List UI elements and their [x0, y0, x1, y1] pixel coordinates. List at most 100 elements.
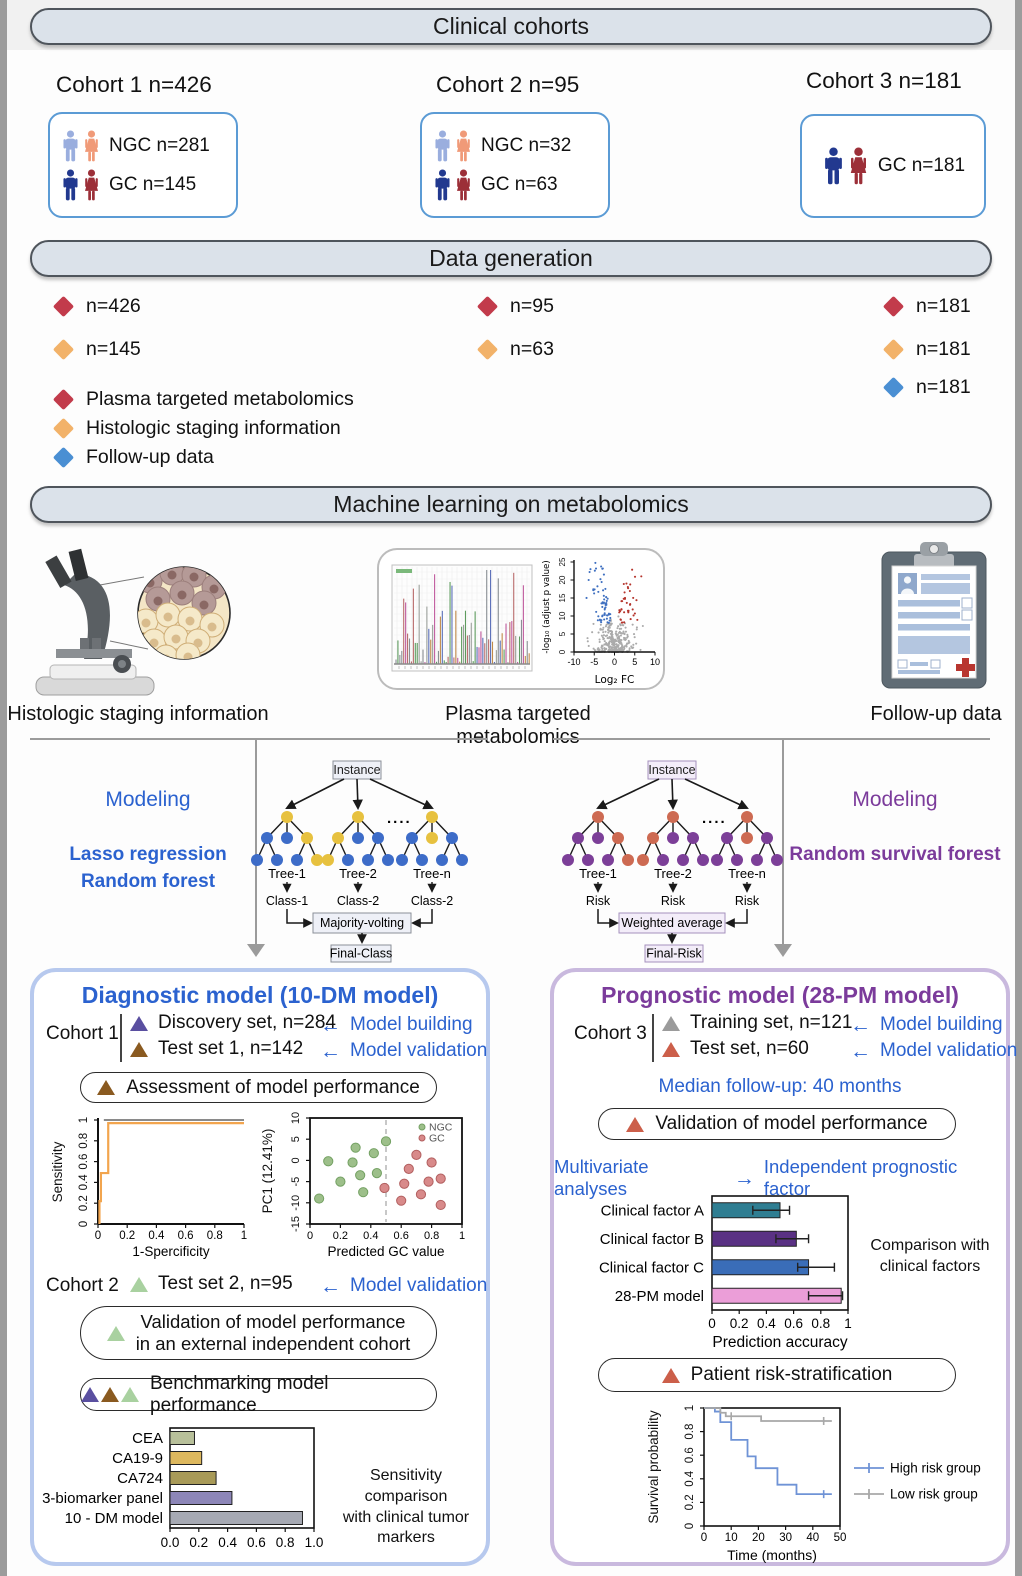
cohort1-title: Cohort 1 n=426 [56, 72, 212, 97]
left-arrow-icon: ← [320, 1013, 341, 1037]
svg-text:15: 15 [558, 593, 567, 602]
test1-triangle-icon [130, 1041, 148, 1057]
clinical-factors-note-line1: Comparison with [870, 1237, 990, 1254]
left-arrow-down-icon [247, 944, 265, 957]
svg-text:Clinical factor C: Clinical factor C [599, 1259, 704, 1276]
banner-clinical-cohorts-label: Clinical cohorts [433, 13, 589, 39]
svg-text:Class-1: Class-1 [266, 894, 308, 908]
volcano-plot: -10 -5 0 5 10 0 5 10 15 20 25 -log₁₀ (adjust p valu… [542, 557, 660, 686]
left-arrow-icon: ← [850, 1039, 871, 1063]
svg-text:Risk: Risk [661, 894, 686, 908]
benchmarking-box: Benchmarking model performance [80, 1373, 437, 1416]
orange-diamond-icon [52, 417, 75, 440]
median-followup-label: Median follow-up: 40 months [658, 1076, 902, 1097]
svg-text:10: 10 [558, 611, 567, 620]
svg-text:Predicted GC value: Predicted GC value [327, 1244, 444, 1259]
training-set-row: Training set, n=121 [662, 1012, 852, 1034]
test3-triangle-icon [626, 1116, 645, 1132]
svg-text:Clinical factor A: Clinical factor A [601, 1202, 704, 1219]
svg-text:-5: -5 [290, 1177, 302, 1187]
external-validation-text: Validation of model performance in an ex… [136, 1311, 411, 1355]
datagen-col1-orange-label: n=145 [86, 338, 141, 360]
svg-text:0.8: 0.8 [811, 1316, 830, 1331]
test2-triangle-icon [106, 1325, 125, 1341]
external-validation-box: Validation of model performance in an ex… [80, 1306, 437, 1360]
gc-woman-icon [81, 169, 102, 201]
svg-text:....: .... [702, 810, 727, 827]
cohort3-title: Cohort 3 n=181 [806, 68, 962, 93]
svg-text:High risk group: High risk group [890, 1461, 981, 1476]
blue-diamond-icon [882, 376, 905, 399]
diagnostic-panel: Diagnostic model (10-DM model) Cohort 1 … [30, 968, 490, 1566]
random-forest-label: Random forest [80, 870, 216, 892]
svg-text:0.2: 0.2 [333, 1230, 348, 1242]
svg-text:20: 20 [752, 1532, 765, 1544]
discovery-set-row: Discovery set, n=284 [130, 1012, 336, 1034]
banner-machine-learning-label: Machine learning on metabolomics [333, 491, 689, 517]
modeling-right-title: Modeling [852, 788, 938, 811]
cohort3-gc-label: GC n=181 [877, 155, 966, 176]
datagen-col3-blue: n=181 [882, 376, 971, 399]
orange-diamond-icon [476, 338, 499, 361]
left-connector-line [255, 738, 257, 946]
datagen-legend-red-label: Plasma targeted metabolomics [86, 388, 354, 410]
model-validation-label2: Model validation [350, 1275, 488, 1296]
svg-text:Risk: Risk [586, 894, 611, 908]
test1-triangle-icon [101, 1387, 119, 1402]
svg-text:25: 25 [558, 557, 567, 566]
svg-text:Tree-1: Tree-1 [268, 866, 306, 881]
model-validation-label-right: Model validation [880, 1040, 1018, 1061]
svg-text:10: 10 [290, 1112, 302, 1124]
cohort2-row-label: Cohort 2 [46, 1275, 119, 1296]
metabolomics-label: Plasma targeted metabolomics [445, 703, 591, 748]
svg-text:Tree-2: Tree-2 [654, 866, 692, 881]
cohort2-ngc-row: NGC n=32 [432, 130, 598, 162]
validation-performance-label: Validation of model performance [655, 1113, 928, 1134]
test-set-label: Test set, n=60 [690, 1038, 809, 1059]
discovery-triangle-icon [81, 1387, 99, 1402]
survival-curve-chart: 0 10 20 30 40 50 0 0.2 0.4 0.6 0.8 1 High risk group… [646, 1405, 981, 1563]
svg-text:Clinical factor B: Clinical factor B [600, 1231, 704, 1248]
test3-triangle-icon [662, 1041, 680, 1057]
svg-text:Log₂ FC: Log₂ FC [595, 674, 635, 686]
datagen-col2-red: n=95 [476, 295, 554, 318]
red-diamond-icon [52, 295, 75, 318]
svg-text:Time (months): Time (months) [727, 1547, 817, 1563]
svg-text:-10: -10 [567, 657, 580, 667]
benchmarking-label: Benchmarking model performance [150, 1372, 329, 1416]
multivariate-row: Multivariate analyses → Independent prog… [554, 1156, 1006, 1200]
svg-text:28-PM model: 28-PM model [615, 1288, 704, 1305]
svg-text:0.0: 0.0 [161, 1535, 180, 1550]
svg-text:3-biomarker panel: 3-biomarker panel [42, 1490, 163, 1507]
cohort1-gc-row: GC n=145 [60, 169, 226, 201]
svg-text:PC1 (12.41%): PC1 (12.41%) [260, 1129, 275, 1214]
svg-text:0.2: 0.2 [684, 1494, 696, 1510]
benchmark-triangles [81, 1387, 139, 1402]
cohort1-row-label: Cohort 1 [46, 1023, 119, 1044]
external-validation-line1: Validation of model performance [140, 1310, 406, 1332]
svg-text:0: 0 [290, 1157, 302, 1163]
ngc-man-icon [60, 130, 81, 162]
svg-text:Instance: Instance [333, 763, 380, 777]
metabolomics-illustration-card: -10 -5 0 5 10 0 5 10 15 20 25 -log₁₀ (adjust p valu… [377, 548, 665, 690]
discovery-triangle-icon [130, 1015, 148, 1031]
cohort1-card: NGC n=281 GC n=145 [48, 112, 238, 218]
risk-stratification-label: Patient risk-stratification [690, 1364, 893, 1385]
right-arrow-down-icon [774, 944, 792, 957]
validation-performance-box: Validation of model performance [598, 1108, 956, 1140]
svg-text:Prediction accuracy: Prediction accuracy [712, 1334, 848, 1351]
svg-text:-15: -15 [290, 1216, 302, 1232]
cohort2-card: NGC n=32 GC n=63 [420, 112, 610, 218]
random-survival-forest-label: Random survival forest [789, 844, 1001, 865]
svg-text:0.6: 0.6 [178, 1230, 194, 1242]
svg-text:1.0: 1.0 [305, 1535, 324, 1550]
svg-text:Low risk group: Low risk group [890, 1487, 978, 1502]
blue-diamond-icon [52, 446, 75, 469]
clipboard-illustration [881, 542, 987, 689]
marker-sensitivity-chart: CEA CA19-9 CA724 3-biomarker panel 10 - DM m… [42, 1427, 324, 1550]
datagen-legend-blue-label: Follow-up data [86, 446, 214, 468]
svg-text:0.4: 0.4 [757, 1316, 776, 1331]
svg-text:Final-Risk: Final-Risk [646, 947, 702, 961]
cohort2-ngc-label: NGC n=32 [481, 134, 572, 156]
